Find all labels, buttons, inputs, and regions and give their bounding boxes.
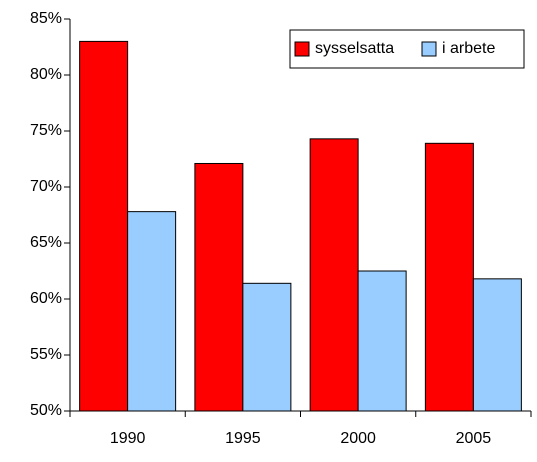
x-tick-label: 1995 — [225, 430, 261, 447]
x-tick-label: 1990 — [110, 430, 146, 447]
x-tick-label: 2005 — [456, 430, 492, 447]
bar — [309, 138, 359, 412]
y-tick-label: 65% — [30, 234, 62, 251]
legend-swatch — [421, 41, 437, 57]
legend-swatch — [294, 41, 310, 57]
bar — [79, 40, 129, 412]
legend — [289, 29, 525, 69]
y-tick-label: 55% — [30, 346, 62, 363]
y-tick-label: 85% — [30, 10, 62, 27]
legend-label: i arbete — [442, 40, 495, 57]
bar — [194, 162, 244, 412]
bar — [127, 211, 177, 412]
bar — [357, 270, 407, 412]
bar — [242, 282, 292, 412]
y-tick-label: 70% — [30, 178, 62, 195]
y-tick-label: 80% — [30, 66, 62, 83]
y-tick-label: 60% — [30, 290, 62, 307]
bar — [472, 278, 522, 412]
x-tick-label: 2000 — [340, 430, 376, 447]
bar — [424, 142, 474, 412]
legend-label: sysselsatta — [315, 40, 394, 57]
y-tick-label: 50% — [30, 402, 62, 419]
y-tick-label: 75% — [30, 122, 62, 139]
